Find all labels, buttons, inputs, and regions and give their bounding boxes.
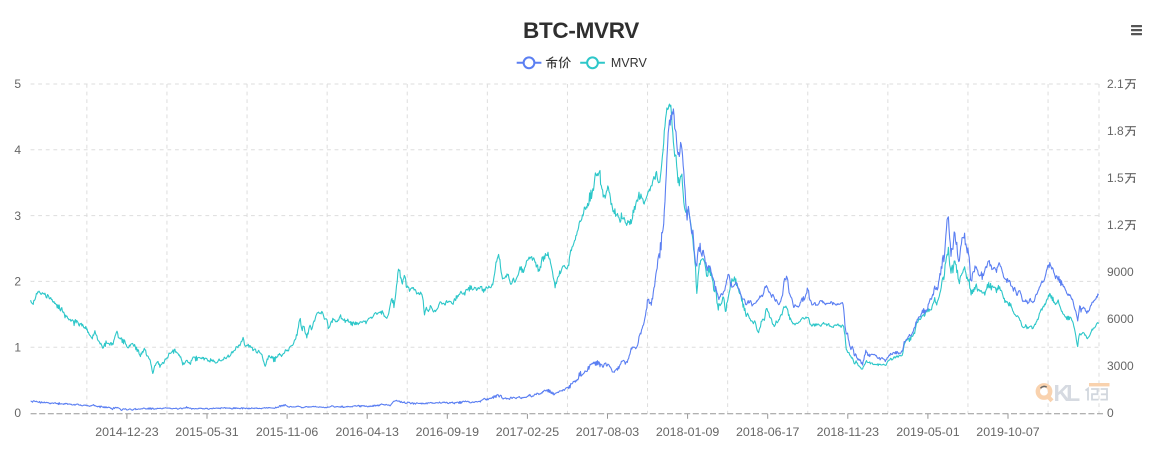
svg-text:2018-01-09: 2018-01-09 — [656, 425, 719, 439]
svg-text:MVRV: MVRV — [611, 56, 648, 70]
svg-text:2017-08-03: 2017-08-03 — [576, 425, 639, 439]
svg-text:3: 3 — [14, 209, 21, 223]
svg-text:2016-09-19: 2016-09-19 — [416, 425, 479, 439]
svg-text:2.1: 2.1 — [1107, 77, 1124, 91]
svg-text:9000: 9000 — [1107, 265, 1134, 279]
svg-text:1.5: 1.5 — [1107, 171, 1124, 185]
svg-text:BTC-MVRV: BTC-MVRV — [523, 18, 639, 43]
svg-text:2015-11-06: 2015-11-06 — [256, 425, 319, 439]
svg-text:2: 2 — [14, 275, 21, 289]
svg-text:2016-04-13: 2016-04-13 — [336, 425, 399, 439]
svg-text:0: 0 — [14, 406, 21, 420]
svg-text:2018-11-23: 2018-11-23 — [817, 425, 880, 439]
svg-text:KL: KL — [1054, 380, 1081, 406]
svg-text:2019-10-07: 2019-10-07 — [976, 425, 1039, 439]
svg-text:2019-05-01: 2019-05-01 — [896, 425, 959, 439]
svg-text:2014-12-23: 2014-12-23 — [95, 425, 158, 439]
svg-text:3000: 3000 — [1107, 359, 1134, 373]
svg-text:5: 5 — [14, 77, 21, 91]
svg-text:1.2: 1.2 — [1107, 218, 1124, 232]
svg-text:1.8: 1.8 — [1107, 124, 1124, 138]
svg-text:2018-06-17: 2018-06-17 — [736, 425, 799, 439]
svg-text:6000: 6000 — [1107, 312, 1134, 326]
svg-text:2017-02-25: 2017-02-25 — [496, 425, 559, 439]
svg-text:4: 4 — [14, 143, 21, 157]
svg-text:1: 1 — [14, 340, 21, 354]
svg-text:2015-05-31: 2015-05-31 — [175, 425, 238, 439]
svg-text:0: 0 — [1107, 406, 1114, 420]
